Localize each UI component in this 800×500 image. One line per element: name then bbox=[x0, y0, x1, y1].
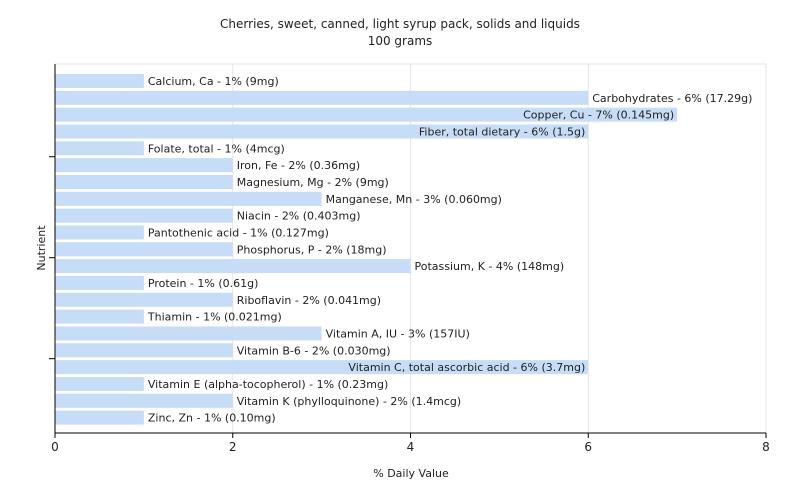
bar-labels: Calcium, Ca - 1% (9mg) Carbohydrates - 6%… bbox=[147, 75, 753, 425]
bar-label: Pantothenic acid - 1% (0.127mg) bbox=[148, 226, 329, 239]
x-tick-label: 4 bbox=[407, 440, 415, 454]
bar-label: Thiamin - 1% (0.021mg) bbox=[147, 311, 282, 324]
bar-label: Calcium, Ca - 1% (9mg) bbox=[148, 75, 279, 88]
bar-label: Carbohydrates - 6% (17.29g) bbox=[592, 92, 752, 105]
bar bbox=[55, 191, 322, 206]
bar-label: Vitamin C, total ascorbic acid - 6% (3.7… bbox=[348, 361, 585, 374]
bar-label: Vitamin E (alpha-tocopherol) - 1% (0.23m… bbox=[148, 378, 388, 391]
bar-label: Niacin - 2% (0.403mg) bbox=[237, 210, 361, 223]
bar bbox=[55, 343, 233, 358]
bar bbox=[55, 376, 144, 391]
bar bbox=[55, 309, 144, 324]
bar bbox=[55, 360, 589, 375]
x-tick-label: 2 bbox=[229, 440, 237, 454]
chart-subtitle: 100 grams bbox=[368, 34, 433, 48]
bar bbox=[55, 259, 411, 274]
y-axis-ticks bbox=[49, 156, 55, 360]
x-axis-ticks: 0 2 4 6 8 bbox=[51, 433, 770, 454]
bar bbox=[55, 124, 589, 139]
x-tick-label: 8 bbox=[762, 440, 770, 454]
bar-label: Vitamin B-6 - 2% (0.030mg) bbox=[237, 344, 391, 357]
bar bbox=[55, 410, 144, 425]
bar bbox=[55, 326, 322, 341]
bar-label: Phosphorus, P - 2% (18mg) bbox=[237, 243, 387, 256]
bar-label: Magnesium, Mg - 2% (9mg) bbox=[237, 176, 389, 189]
bar bbox=[55, 275, 144, 290]
bar bbox=[55, 158, 233, 173]
bar bbox=[55, 74, 144, 88]
bar bbox=[55, 242, 233, 257]
bar bbox=[55, 141, 144, 156]
bar-label: Copper, Cu - 7% (0.145mg) bbox=[523, 109, 674, 122]
bar bbox=[55, 292, 233, 307]
bar bbox=[55, 174, 233, 189]
bar-label: Riboflavin - 2% (0.041mg) bbox=[237, 294, 381, 307]
bar-label: Iron, Fe - 2% (0.36mg) bbox=[237, 159, 360, 172]
bar-label: Vitamin K (phylloquinone) - 2% (1.4mcg) bbox=[237, 395, 461, 408]
bar bbox=[55, 393, 233, 408]
bar bbox=[55, 107, 678, 122]
x-tick-label: 0 bbox=[51, 440, 59, 454]
bar bbox=[55, 225, 144, 240]
bar-label: Folate, total - 1% (4mcg) bbox=[148, 142, 285, 155]
bar-label: Manganese, Mn - 3% (0.060mg) bbox=[326, 193, 502, 206]
bar-label: Protein - 1% (0.61g) bbox=[148, 277, 259, 290]
x-tick-label: 6 bbox=[584, 440, 592, 454]
bar bbox=[55, 208, 233, 223]
bar-label: Potassium, K - 4% (148mg) bbox=[415, 260, 565, 273]
bar-label: Fiber, total dietary - 6% (1.5g) bbox=[419, 125, 585, 138]
bar-label: Zinc, Zn - 1% (0.10mg) bbox=[148, 412, 276, 425]
bars bbox=[55, 74, 678, 425]
x-axis-label: % Daily Value bbox=[373, 467, 449, 480]
chart-title: Cherries, sweet, canned, light syrup pac… bbox=[220, 17, 580, 31]
bar bbox=[55, 90, 589, 105]
y-axis-label: Nutrient bbox=[35, 225, 48, 271]
bar-label: Vitamin A, IU - 3% (157IU) bbox=[326, 327, 470, 340]
